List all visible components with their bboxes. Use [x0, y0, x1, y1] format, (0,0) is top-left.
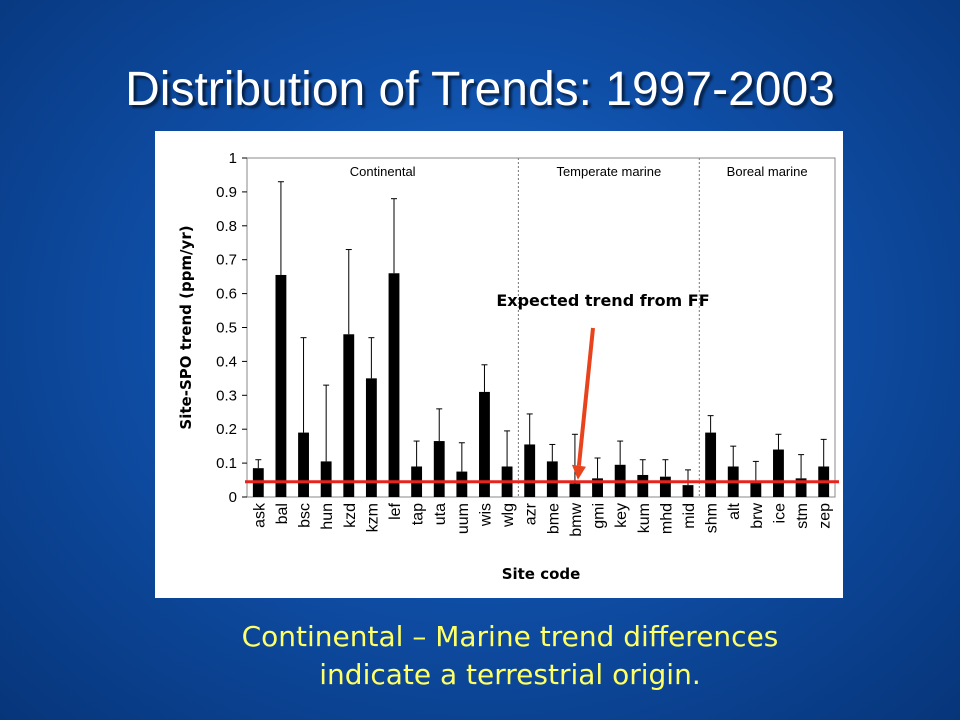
caption-line-1: Continental – Marine trend differences — [241, 620, 779, 653]
y-tick-label: 0.2 — [216, 421, 237, 438]
x-tick-label-stm: stm — [794, 503, 811, 529]
x-tick-label-key: key — [613, 503, 630, 528]
bar-bmw — [569, 483, 581, 497]
y-tick-label: 0.4 — [216, 353, 237, 370]
bar-kzd — [343, 334, 355, 497]
bar-stm — [795, 478, 807, 497]
chart-panel: Continental Temperate marine Boreal marine… — [155, 131, 843, 598]
y-tick-label: 0.6 — [216, 286, 237, 303]
x-tick-label-bme: bme — [545, 503, 562, 534]
y-tick-label: 1 — [229, 150, 237, 167]
y-axis-label: Site-SPO trend (ppm/yr) — [177, 225, 195, 429]
y-tick-label: 0.3 — [216, 387, 237, 404]
x-tick-label-bal: bal — [274, 503, 291, 524]
bar-gmi — [592, 478, 603, 497]
x-tick-label-zep: zep — [817, 503, 834, 529]
x-tick-label-wis: wis — [477, 503, 494, 527]
bar-brw — [750, 481, 762, 497]
plot-frame — [246, 157, 836, 498]
x-tick-label-mid: mid — [681, 503, 698, 529]
bar-shm — [705, 432, 717, 497]
y-tick-label: 0.7 — [216, 252, 237, 269]
x-tick-label-brw: brw — [749, 503, 766, 529]
region-label: Boreal marine — [727, 164, 808, 179]
x-tick-label-kzd: kzd — [342, 503, 359, 528]
y-tick-label: 0 — [229, 489, 237, 506]
x-tick-label-ask: ask — [251, 502, 268, 528]
annotation-arrow-shaft — [576, 327, 595, 466]
x-tick-label-kum: kum — [636, 503, 653, 533]
x-tick-label-alt: alt — [726, 502, 743, 519]
x-tick-label-gmi: gmi — [591, 503, 608, 529]
x-tick-label-tap: tap — [410, 503, 427, 525]
bar-bsc — [298, 432, 309, 497]
x-tick-label-shm: shm — [704, 503, 721, 533]
bar-kum — [637, 474, 649, 497]
bar-uum — [456, 471, 468, 497]
slide-title: Distribution of Trends: 1997-2003 — [125, 63, 835, 116]
bar-hun — [320, 461, 332, 497]
x-tick-label-azr: azr — [523, 502, 540, 525]
caption-line-2: indicate a terrestrial origin. — [319, 658, 701, 691]
x-tick-label-lef: lef — [387, 502, 404, 519]
x-tick-label-hun: hun — [319, 503, 336, 530]
y-tick-label: 0.1 — [216, 455, 237, 472]
x-tick-label-uum: uum — [455, 503, 472, 534]
x-tick-label-bsc: bsc — [297, 503, 314, 528]
bar-kzm — [365, 378, 377, 497]
slide-caption: Continental – Marine trend differences i… — [150, 618, 870, 694]
bar-ice — [773, 449, 784, 497]
bar-bme — [546, 461, 558, 497]
x-axis-label: Site code — [502, 565, 581, 583]
x-tick-label-mhd: mhd — [658, 503, 675, 534]
y-tick-label: 0.9 — [216, 184, 237, 201]
bar-mhd — [659, 476, 671, 497]
bar-lef — [388, 273, 400, 497]
y-tick-label: 0.5 — [216, 320, 237, 337]
x-tick-label-kzm: kzm — [364, 503, 381, 532]
bar-uta — [433, 441, 445, 497]
x-tick-label-uta: uta — [432, 503, 449, 525]
region-label: Continental — [350, 164, 416, 179]
bar-wis — [479, 391, 490, 497]
region-label: Temperate marine — [556, 164, 661, 179]
x-tick-label-bmw: bmw — [568, 503, 585, 537]
bar-bal — [275, 274, 287, 497]
annotation-arrow-head — [571, 464, 586, 480]
x-tick-label-ice: ice — [771, 503, 788, 524]
annotation-text: Expected trend from FF — [496, 291, 709, 310]
y-tick-label: 0.8 — [216, 218, 237, 235]
trend-bar-chart: Continental Temperate marine Boreal marine… — [177, 150, 839, 583]
x-tick-label-wlg: wlg — [500, 503, 517, 528]
bar-azr — [524, 444, 536, 497]
bar-mid — [682, 485, 694, 497]
